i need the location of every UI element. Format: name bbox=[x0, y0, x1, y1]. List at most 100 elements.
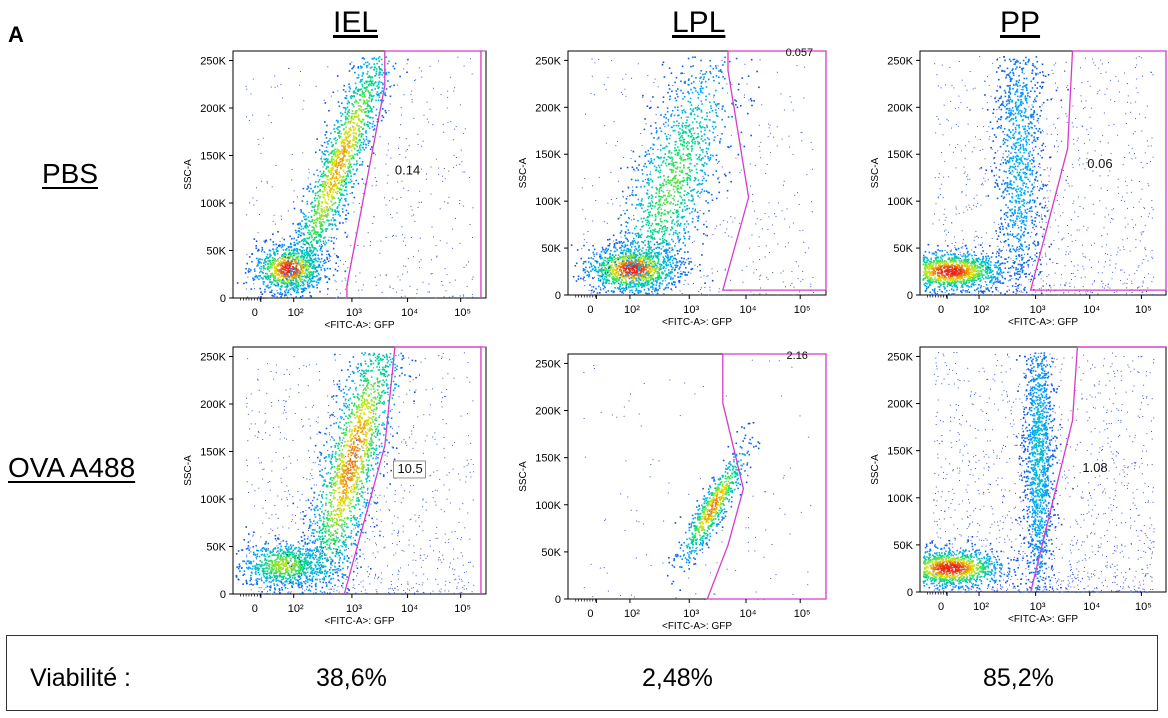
y-tick-label: 0 bbox=[907, 290, 913, 302]
y-tick-label: 100K bbox=[535, 500, 561, 512]
y-axis-label: SSC-A bbox=[518, 461, 529, 492]
x-tick-label: 10⁴ bbox=[1083, 601, 1100, 613]
gate-percentage: 0.06 bbox=[1087, 156, 1112, 171]
x-axis-label: <FITC-A>: GFP bbox=[324, 616, 394, 627]
gate-percentage: 10.5 bbox=[397, 461, 422, 476]
x-tick-label: 10³ bbox=[346, 307, 362, 319]
facs-plot-iel-ova: 10.5 0 50K 100K 150K 200K 250K 0 10² 10³ 10⁴ 10⁵ <FI… bbox=[183, 346, 487, 627]
y-tick-label: 100K bbox=[200, 494, 226, 506]
y-tick-label: 200K bbox=[887, 399, 913, 411]
y-tick-label: 200K bbox=[535, 102, 561, 114]
row-title-ova: OVA A488 bbox=[8, 452, 136, 483]
x-tick-label: 10⁵ bbox=[454, 603, 471, 615]
y-tick-label: 250K bbox=[535, 358, 561, 370]
x-tick-label: 10³ bbox=[1030, 601, 1046, 613]
sparse-events bbox=[246, 352, 475, 595]
x-tick-label: 10⁵ bbox=[1135, 601, 1152, 613]
y-tick-label: 150K bbox=[887, 149, 913, 161]
x-tick-label: 10² bbox=[288, 603, 304, 615]
y-tick-label: 100K bbox=[535, 196, 561, 208]
y-tick-label: 250K bbox=[887, 55, 913, 67]
y-tick-label: 200K bbox=[535, 406, 561, 418]
y-tick-label: 100K bbox=[887, 493, 913, 505]
x-tick-label: 10² bbox=[624, 304, 640, 316]
y-tick-label: 50K bbox=[206, 542, 226, 554]
y-tick-label: 100K bbox=[887, 196, 913, 208]
facs-plot-pp-ova: 1.08 0 50K 100K 150K 200K 250K 0 10² 10³ 10⁴ 10⁵ <FI… bbox=[870, 346, 1167, 625]
x-tick-label: 10⁵ bbox=[454, 307, 471, 319]
viability-label: Viabilité : bbox=[30, 664, 131, 692]
facs-plot-pp-pbs: 0.06 0 50K 100K 150K 200K 250K 0 10² 10³ 10⁴ 10⁵ <FI… bbox=[870, 50, 1167, 328]
flow-cytometry-grid: 0.14 0 50K 100K 150K 200K 250K 0 10² 10³ 10⁴ 10⁵ <FI… bbox=[183, 47, 1167, 632]
y-tick-label: 0 bbox=[555, 290, 561, 302]
facs-plot-lpl-pbs: 0.057 0 50K 100K 150K 200K 250K 0 10² 10³ 10⁴ 10⁵ <F… bbox=[518, 47, 827, 328]
gate-outline bbox=[1030, 346, 1079, 593]
population-0 bbox=[235, 524, 372, 594]
x-tick-label: 0 bbox=[938, 304, 944, 316]
x-axis-label: <FITC-A>: GFP bbox=[662, 621, 732, 632]
x-tick-label: 10⁵ bbox=[794, 608, 811, 620]
row-title-pbs: PBS bbox=[42, 158, 99, 189]
gate-percentage: 2.16 bbox=[787, 350, 808, 362]
column-title-iel: IEL bbox=[333, 6, 379, 39]
plot-frame bbox=[232, 346, 487, 595]
x-tick-label: 10⁴ bbox=[401, 603, 418, 615]
x-tick-label: 0 bbox=[587, 608, 593, 620]
population-1 bbox=[592, 56, 760, 296]
y-axis-label: SSC-A bbox=[183, 455, 194, 486]
y-tick-label: 0 bbox=[220, 293, 226, 305]
y-tick-label: 0 bbox=[220, 589, 226, 601]
plot-frame bbox=[232, 50, 487, 299]
x-tick-label: 0 bbox=[938, 601, 944, 613]
x-tick-label: 10³ bbox=[1030, 304, 1046, 316]
y-tick-label: 200K bbox=[200, 399, 226, 411]
population-0 bbox=[922, 243, 1042, 296]
y-tick-label: 200K bbox=[200, 103, 226, 115]
facs-plot-iel-pbs: 0.14 0 50K 100K 150K 200K 250K 0 10² 10³ 10⁴ 10⁵ <FI… bbox=[183, 50, 487, 331]
x-axis-label: <FITC-A>: GFP bbox=[324, 320, 394, 331]
x-tick-label: 0 bbox=[252, 603, 258, 615]
y-axis-label: SSC-A bbox=[870, 157, 881, 188]
y-axis-label: SSC-A bbox=[518, 157, 529, 188]
y-tick-label: 250K bbox=[535, 55, 561, 67]
x-tick-label: 10⁵ bbox=[794, 304, 811, 316]
y-tick-label: 50K bbox=[541, 547, 561, 559]
x-tick-label: 0 bbox=[252, 307, 258, 319]
viability-iel: 38,6% bbox=[316, 664, 387, 692]
gate-outline bbox=[1029, 50, 1167, 291]
facs-plot-lpl-ova: 2.16 0 50K 100K 150K 200K 250K 0 10² 10³ 10⁴ 10⁵ <FI… bbox=[518, 350, 827, 632]
x-axis-label: <FITC-A>: GFP bbox=[1008, 614, 1078, 625]
population-0 bbox=[570, 232, 714, 296]
x-tick-label: 10⁴ bbox=[740, 304, 757, 316]
y-tick-label: 0 bbox=[907, 587, 913, 599]
x-tick-label: 10³ bbox=[683, 304, 699, 316]
gate-percentage: 0.057 bbox=[786, 47, 814, 59]
y-tick-label: 150K bbox=[200, 447, 226, 459]
y-tick-label: 50K bbox=[206, 246, 226, 258]
x-tick-label: 10⁴ bbox=[1083, 304, 1100, 316]
panel-label: A bbox=[8, 22, 24, 47]
column-title-pp: PP bbox=[1000, 6, 1041, 39]
x-tick-label: 0 bbox=[587, 304, 593, 316]
column-title-lpl: LPL bbox=[672, 6, 726, 39]
x-tick-label: 10² bbox=[973, 601, 989, 613]
plot-frame bbox=[567, 353, 827, 600]
x-tick-label: 10² bbox=[973, 304, 989, 316]
y-tick-label: 50K bbox=[893, 540, 913, 552]
y-tick-label: 250K bbox=[200, 352, 226, 364]
x-tick-label: 10⁴ bbox=[740, 608, 757, 620]
y-tick-label: 150K bbox=[887, 446, 913, 458]
y-tick-label: 250K bbox=[887, 351, 913, 363]
y-tick-label: 150K bbox=[200, 151, 226, 163]
y-axis-label: SSC-A bbox=[870, 454, 881, 485]
gate-outline bbox=[706, 354, 827, 600]
y-tick-label: 150K bbox=[535, 453, 561, 465]
x-tick-label: 10⁴ bbox=[401, 307, 418, 319]
x-axis-label: <FITC-A>: GFP bbox=[662, 317, 732, 328]
population-1 bbox=[270, 56, 409, 298]
viability-pp: 85,2% bbox=[983, 664, 1054, 692]
population-1 bbox=[280, 352, 417, 595]
x-tick-label: 10³ bbox=[346, 603, 362, 615]
y-tick-label: 250K bbox=[200, 56, 226, 68]
y-tick-label: 50K bbox=[893, 243, 913, 255]
